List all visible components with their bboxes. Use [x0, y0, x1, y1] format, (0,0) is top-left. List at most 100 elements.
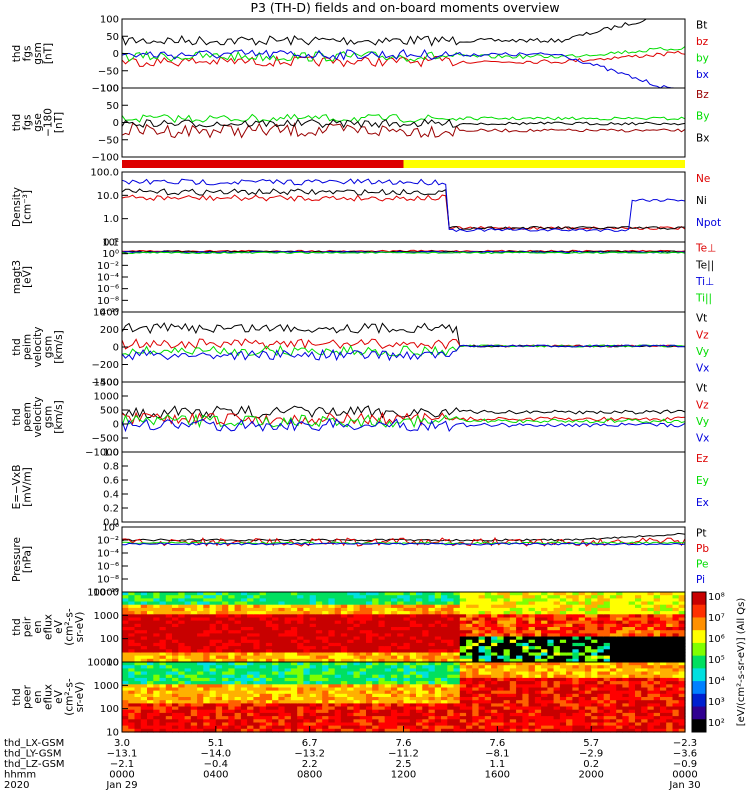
heatmap-cell	[678, 671, 686, 676]
heatmap-cell	[578, 687, 586, 692]
heatmap-cell	[541, 617, 548, 622]
heatmap-cell	[303, 652, 311, 657]
heatmap-cell	[172, 598, 179, 603]
heatmap-cell	[165, 607, 173, 612]
heatmap-cell	[672, 700, 680, 704]
heatmap-cell	[234, 725, 242, 730]
heatmap-cell	[491, 649, 498, 654]
heatmap-cell	[228, 592, 236, 596]
heatmap-cell	[472, 604, 480, 609]
heatmap-cell	[409, 725, 417, 730]
heatmap-cell	[284, 655, 292, 660]
heatmap-cell	[322, 677, 330, 682]
heatmap-cell	[397, 716, 405, 720]
y-axis-label: [km/s]	[53, 330, 65, 364]
heatmap-cell	[616, 725, 624, 730]
heatmap-cell	[578, 700, 586, 704]
heatmap-cell	[184, 697, 192, 701]
heatmap-cell	[441, 642, 448, 647]
heatmap-cell	[290, 706, 298, 711]
heatmap-cell	[378, 614, 386, 619]
heatmap-cell	[660, 674, 667, 679]
heatmap-cell	[622, 598, 630, 603]
heatmap-cell	[609, 655, 617, 660]
heatmap-cell	[228, 712, 236, 717]
legend-entry: Vy	[696, 416, 709, 428]
heatmap-cell	[466, 633, 473, 638]
heatmap-cell	[284, 658, 292, 663]
heatmap-cell	[509, 607, 517, 612]
heatmap-cell	[153, 677, 161, 682]
heatmap-cell	[309, 693, 317, 698]
heatmap-cell	[434, 703, 442, 708]
heatmap-cell	[553, 690, 561, 695]
heatmap-cell	[190, 716, 198, 720]
heatmap-cell	[572, 627, 580, 631]
heatmap-cell	[534, 627, 542, 631]
heatmap-cell	[678, 658, 686, 663]
heatmap-cell	[447, 627, 455, 631]
heatmap-cell	[372, 627, 380, 631]
heatmap-cell	[603, 617, 611, 622]
heatmap-cell	[391, 636, 398, 641]
heatmap-cell	[122, 709, 129, 714]
heatmap-cell	[459, 620, 467, 625]
heatmap-cell	[391, 690, 398, 695]
heatmap-cell	[534, 687, 542, 692]
heatmap-cell	[497, 627, 505, 631]
heatmap-cell	[522, 646, 530, 650]
heatmap-cell	[522, 633, 530, 638]
heatmap-cell	[222, 690, 229, 695]
heatmap-cell	[203, 677, 211, 682]
heatmap-cell	[603, 728, 611, 733]
heatmap-cell	[484, 592, 492, 596]
heatmap-cell	[597, 592, 605, 596]
heatmap-cell	[378, 725, 386, 730]
heatmap-cell	[541, 697, 548, 701]
legend-entry: Ex	[696, 497, 709, 509]
heatmap-cell	[303, 677, 311, 682]
colorbar-segment	[692, 706, 706, 720]
heatmap-cell	[572, 716, 580, 720]
heatmap-cell	[472, 614, 480, 619]
heatmap-cell	[165, 636, 173, 641]
y-axis-label: peir	[22, 616, 34, 637]
heatmap-cell	[378, 722, 386, 727]
y-tick-label: 10⁻⁴	[97, 549, 119, 560]
heatmap-cell	[315, 646, 323, 650]
heatmap-cell	[122, 725, 129, 730]
heatmap-cell	[259, 646, 267, 650]
heatmap-cell	[672, 639, 680, 644]
heatmap-cell	[478, 620, 486, 625]
colorbar-segment	[692, 630, 706, 644]
heatmap-cell	[290, 607, 298, 612]
heatmap-cell	[134, 706, 142, 711]
heatmap-cell	[328, 668, 336, 673]
heatmap-cell	[616, 652, 624, 657]
heatmap-cell	[178, 671, 186, 676]
heatmap-cell	[303, 700, 311, 704]
y-axis-label: peer	[22, 684, 34, 709]
heatmap-cell	[434, 674, 442, 679]
series-line	[121, 46, 686, 62]
heatmap-cell	[428, 655, 436, 660]
heatmap-cell	[372, 658, 380, 663]
heatmap-cell	[165, 639, 173, 644]
heatmap-cell	[622, 725, 630, 730]
heatmap-cell	[397, 655, 405, 660]
heatmap-cell	[340, 728, 348, 733]
heatmap-cell	[147, 652, 154, 657]
heatmap-cell	[541, 604, 548, 609]
heatmap-cell	[297, 687, 305, 692]
heatmap-cell	[459, 614, 467, 619]
heatmap-cell	[491, 614, 498, 619]
heatmap-cell	[340, 665, 348, 669]
heatmap-cell	[584, 646, 592, 650]
heatmap-cell	[209, 639, 217, 644]
heatmap-cell	[334, 722, 342, 727]
heatmap-cell	[591, 690, 599, 695]
heatmap-cell	[528, 690, 536, 695]
heatmap-cell	[491, 693, 498, 698]
heatmap-cell	[172, 595, 179, 599]
heatmap-cell	[628, 620, 636, 625]
